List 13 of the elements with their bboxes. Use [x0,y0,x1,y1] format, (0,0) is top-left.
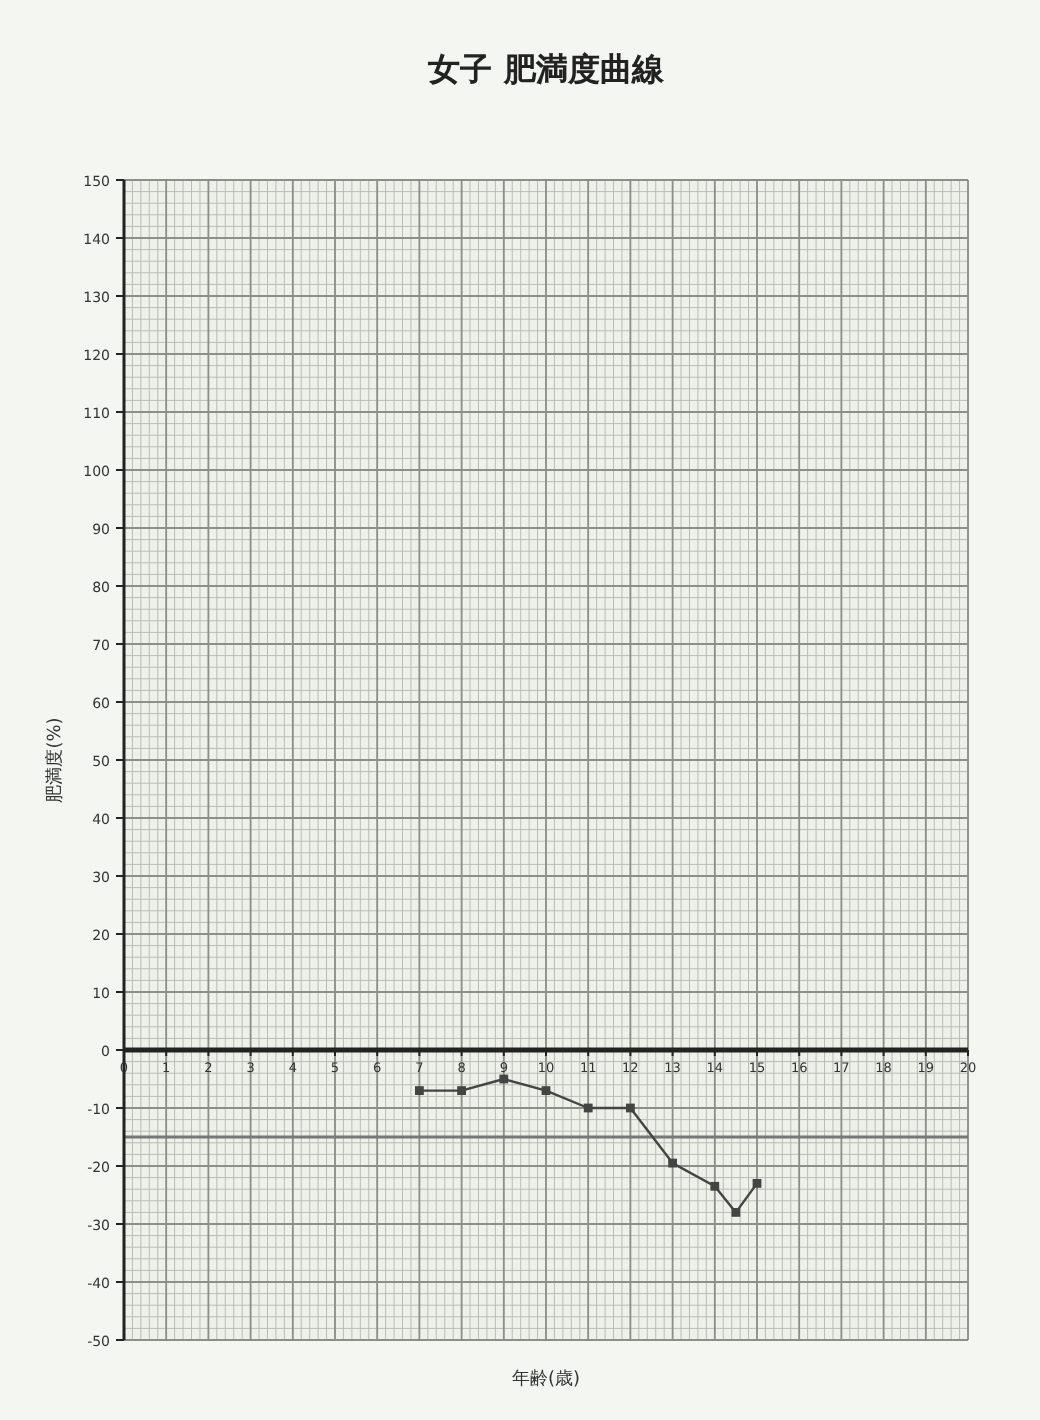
point [668,1158,677,1168]
point [499,1074,509,1084]
point [731,1208,741,1217]
point [752,1179,762,1188]
point [415,1086,424,1095]
point [457,1086,466,1095]
point [626,1103,635,1113]
y-axis-title: 肥満度(%) [44,717,66,803]
point [541,1086,551,1095]
point [710,1181,720,1191]
x-axis-title: 年齢(歳) [511,1368,581,1390]
point [583,1103,593,1113]
chart-title: 女子 肥満度曲線 [426,50,666,88]
